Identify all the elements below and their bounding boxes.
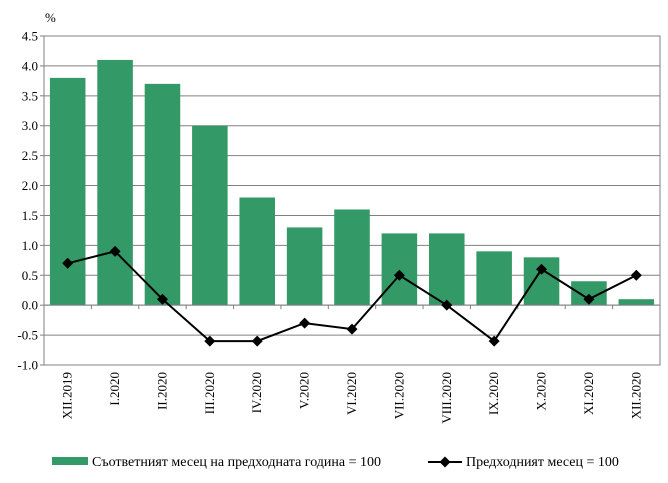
bar (618, 299, 655, 306)
line-point (299, 317, 311, 329)
zero-axis (43, 304, 661, 310)
y-tick-label: 1.0 (22, 238, 38, 253)
x-tick-label: IX.2020 (486, 372, 501, 415)
y-tick-label: 3.5 (22, 88, 38, 103)
x-tick-label: XI.2020 (581, 372, 596, 415)
legend-swatch-bar (52, 457, 88, 465)
gridlines (43, 35, 661, 366)
line-point (630, 269, 642, 281)
legend-label-line: Предходният месец = 100 (466, 455, 619, 470)
line-point (109, 245, 121, 257)
x-axis-ticks: XII.2019 I.2020 II.2020 III.2020 IV.2020 V.20… (60, 372, 644, 424)
bar (286, 227, 323, 306)
line-series (62, 245, 642, 347)
x-tick-label: XII.2020 (628, 372, 643, 419)
x-tick-label: I.2020 (107, 372, 122, 406)
bar (571, 281, 607, 306)
legend-marker-diamond (439, 456, 451, 468)
y-unit-label: % (45, 10, 56, 25)
y-axis-ticks: -1.0 -0.5 0.0 0.5 1.0 1.5 2.0 2.5 3.0 3.5 4.0 4.5 (17, 29, 44, 373)
x-tick-label: III.2020 (202, 372, 217, 414)
bar (97, 59, 133, 306)
x-tick-label: IV.2020 (249, 372, 264, 413)
line-point (441, 299, 453, 311)
bar (476, 251, 512, 306)
bar (144, 83, 181, 306)
y-tick-label: -1.0 (17, 358, 38, 373)
y-tick-label: 2.5 (22, 148, 38, 163)
x-tick-label: II.2020 (154, 372, 169, 410)
y-tick-label: 1.5 (22, 208, 38, 223)
x-tick-label: X.2020 (534, 372, 549, 411)
line-point (488, 335, 500, 347)
y-tick-label: 0.5 (22, 268, 38, 283)
y-tick-label: 2.0 (22, 178, 38, 193)
x-tick-label: XII.2019 (60, 372, 75, 419)
line-point (393, 269, 405, 281)
line-point (62, 257, 74, 269)
y-tick-label: 4.5 (22, 29, 38, 44)
line-point (156, 293, 168, 305)
line-point (251, 335, 263, 347)
y-tick-label: 0.0 (22, 298, 38, 313)
line-point (204, 335, 216, 347)
line-point (583, 293, 595, 305)
x-tick-label: VII.2020 (391, 372, 406, 419)
bar (192, 125, 228, 306)
legend-label-bar: Съответният месец на предходната година … (92, 455, 381, 470)
y-tick-label: 4.0 (22, 58, 38, 73)
bar (334, 209, 370, 306)
bar (381, 233, 418, 306)
y-tick-label: 3.0 (22, 118, 38, 133)
x-tick-label: VI.2020 (344, 372, 359, 415)
bar (239, 197, 275, 306)
bar (429, 233, 465, 306)
bar (49, 77, 86, 306)
x-tick-label: V.2020 (297, 372, 312, 409)
bar-series (49, 59, 655, 306)
plot-frame (43, 35, 661, 366)
legend: Съответният месец на предходната година … (52, 455, 619, 470)
x-tick-label: VIII.2020 (439, 372, 454, 424)
line-point (536, 263, 548, 275)
y-tick-label: -0.5 (17, 328, 38, 343)
line-point (346, 323, 358, 335)
